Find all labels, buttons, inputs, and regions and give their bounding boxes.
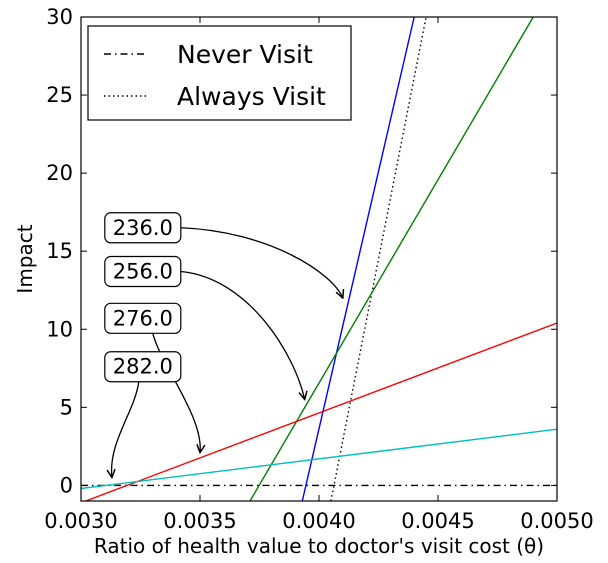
series-line-2 — [301, 17, 415, 501]
annotation-arrow — [152, 333, 200, 452]
annotation-box — [104, 212, 182, 244]
y-tick-label: 10 — [46, 317, 73, 341]
x-tick-label: 0.0030 — [44, 509, 117, 533]
y-tick-label: 30 — [46, 5, 73, 29]
y-tick-label: 5 — [60, 395, 73, 419]
annotation-arrow — [112, 381, 140, 478]
series-line-3 — [249, 17, 534, 501]
legend-label: Always Visit — [177, 82, 326, 111]
annotation-arrow — [180, 227, 343, 298]
annotation-box — [104, 351, 182, 383]
annotation-label: 276.0 — [113, 306, 173, 330]
y-tick-label: 20 — [46, 161, 73, 185]
legend-box — [87, 25, 352, 121]
y-tick-label: 0 — [60, 473, 73, 497]
x-tick-label: 0.0045 — [401, 509, 474, 533]
annotation-label: 282.0 — [113, 355, 173, 379]
annotation-label: 256.0 — [113, 259, 173, 283]
legend-label: Never Visit — [177, 40, 313, 69]
annotation-label: 236.0 — [113, 216, 173, 240]
y-axis-title: Impact — [13, 224, 37, 293]
x-tick-label: 0.0050 — [520, 509, 593, 533]
series-line-5 — [81, 428, 557, 490]
series-line-4 — [85, 322, 557, 501]
annotation-box — [104, 255, 182, 288]
annotation-box — [104, 302, 182, 334]
x-tick-label: 0.0035 — [163, 509, 236, 533]
x-axis-title: Ratio of health value to doctor's visit … — [94, 534, 544, 558]
series-line-1 — [330, 17, 427, 501]
y-tick-label: 15 — [46, 239, 73, 263]
y-tick-label: 25 — [46, 83, 73, 107]
x-tick-label: 0.0040 — [282, 509, 355, 533]
annotation-arrow — [180, 270, 305, 399]
